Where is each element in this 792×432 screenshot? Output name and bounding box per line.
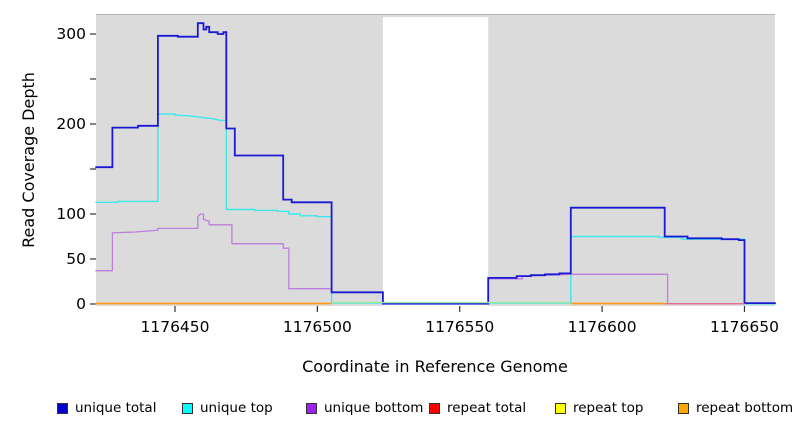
plot-panel (96, 14, 775, 306)
y-tick-label: 300 (56, 25, 86, 43)
x-tick-label: 1176650 (710, 318, 779, 336)
x-axis-title: Coordinate in Reference Genome (302, 357, 568, 376)
y-tick-label: 50 (66, 250, 86, 268)
legend-label: unique total (75, 400, 157, 416)
legend-item-repeat-top: repeat top (555, 398, 643, 418)
legend-swatch-repeat-bottom (678, 402, 689, 414)
legend-label: unique bottom (324, 400, 424, 416)
x-tick-label: 1176450 (140, 318, 209, 336)
legend: unique total unique top unique bottom re… (0, 398, 792, 420)
legend-swatch-repeat-top (555, 402, 566, 414)
x-tick-label: 1176550 (425, 318, 494, 336)
legend-item-unique-total: unique total (57, 398, 156, 418)
legend-swatch-unique-top (182, 402, 193, 414)
legend-label: repeat total (447, 400, 527, 416)
series-line-unique-total (95, 22, 776, 305)
coverage-plot: 1176450 1176500 1176550 1176600 1176650 0 50 10… (19, 14, 779, 376)
legend-item-repeat-total: repeat total (429, 398, 526, 418)
y-tick-label: 100 (56, 205, 86, 223)
y-axis-title: Read Coverage Depth (19, 72, 38, 248)
y-tick-label: 0 (76, 295, 86, 313)
legend-swatch-repeat-total (429, 402, 440, 414)
x-tick-label: 1176600 (568, 318, 637, 336)
series-lines (95, 22, 776, 305)
legend-item-unique-bottom: unique bottom (306, 398, 423, 418)
legend-item-repeat-bottom: repeat bottom (678, 398, 792, 418)
legend-label: repeat top (573, 400, 644, 416)
legend-label: unique top (200, 400, 273, 416)
axes: 1176450 1176500 1176550 1176600 1176650 0 50 10… (56, 25, 779, 336)
x-tick-label: 1176500 (283, 318, 352, 336)
series-line-unique-top (95, 113, 776, 305)
legend-label: repeat bottom (696, 400, 792, 416)
legend-item-unique-top: unique top (182, 398, 273, 418)
masked-no-data-region (382, 17, 489, 306)
legend-swatch-unique-total (57, 402, 68, 414)
y-tick-label: 200 (56, 115, 86, 133)
legend-swatch-unique-bottom (306, 402, 317, 414)
